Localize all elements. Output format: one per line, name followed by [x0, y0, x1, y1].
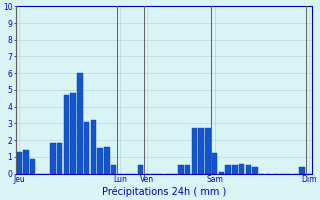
Bar [70, 93, 76, 174]
Bar [185, 165, 190, 174]
Bar [84, 122, 89, 174]
Bar [219, 172, 224, 174]
X-axis label: Précipitations 24h ( mm ): Précipitations 24h ( mm ) [102, 187, 226, 197]
Bar [64, 95, 69, 174]
Bar [205, 128, 211, 174]
Bar [77, 73, 83, 174]
Bar [30, 159, 36, 174]
Bar [111, 165, 116, 174]
Bar [50, 143, 56, 174]
Bar [198, 128, 204, 174]
Bar [138, 165, 143, 174]
Bar [178, 165, 184, 174]
Bar [212, 153, 217, 174]
Bar [91, 120, 96, 174]
Bar [57, 143, 62, 174]
Bar [104, 147, 109, 174]
Bar [252, 167, 258, 174]
Bar [300, 167, 305, 174]
Bar [97, 148, 103, 174]
Bar [239, 164, 244, 174]
Bar [225, 165, 231, 174]
Bar [192, 128, 197, 174]
Bar [232, 165, 237, 174]
Bar [23, 150, 29, 174]
Bar [245, 165, 251, 174]
Bar [17, 152, 22, 174]
